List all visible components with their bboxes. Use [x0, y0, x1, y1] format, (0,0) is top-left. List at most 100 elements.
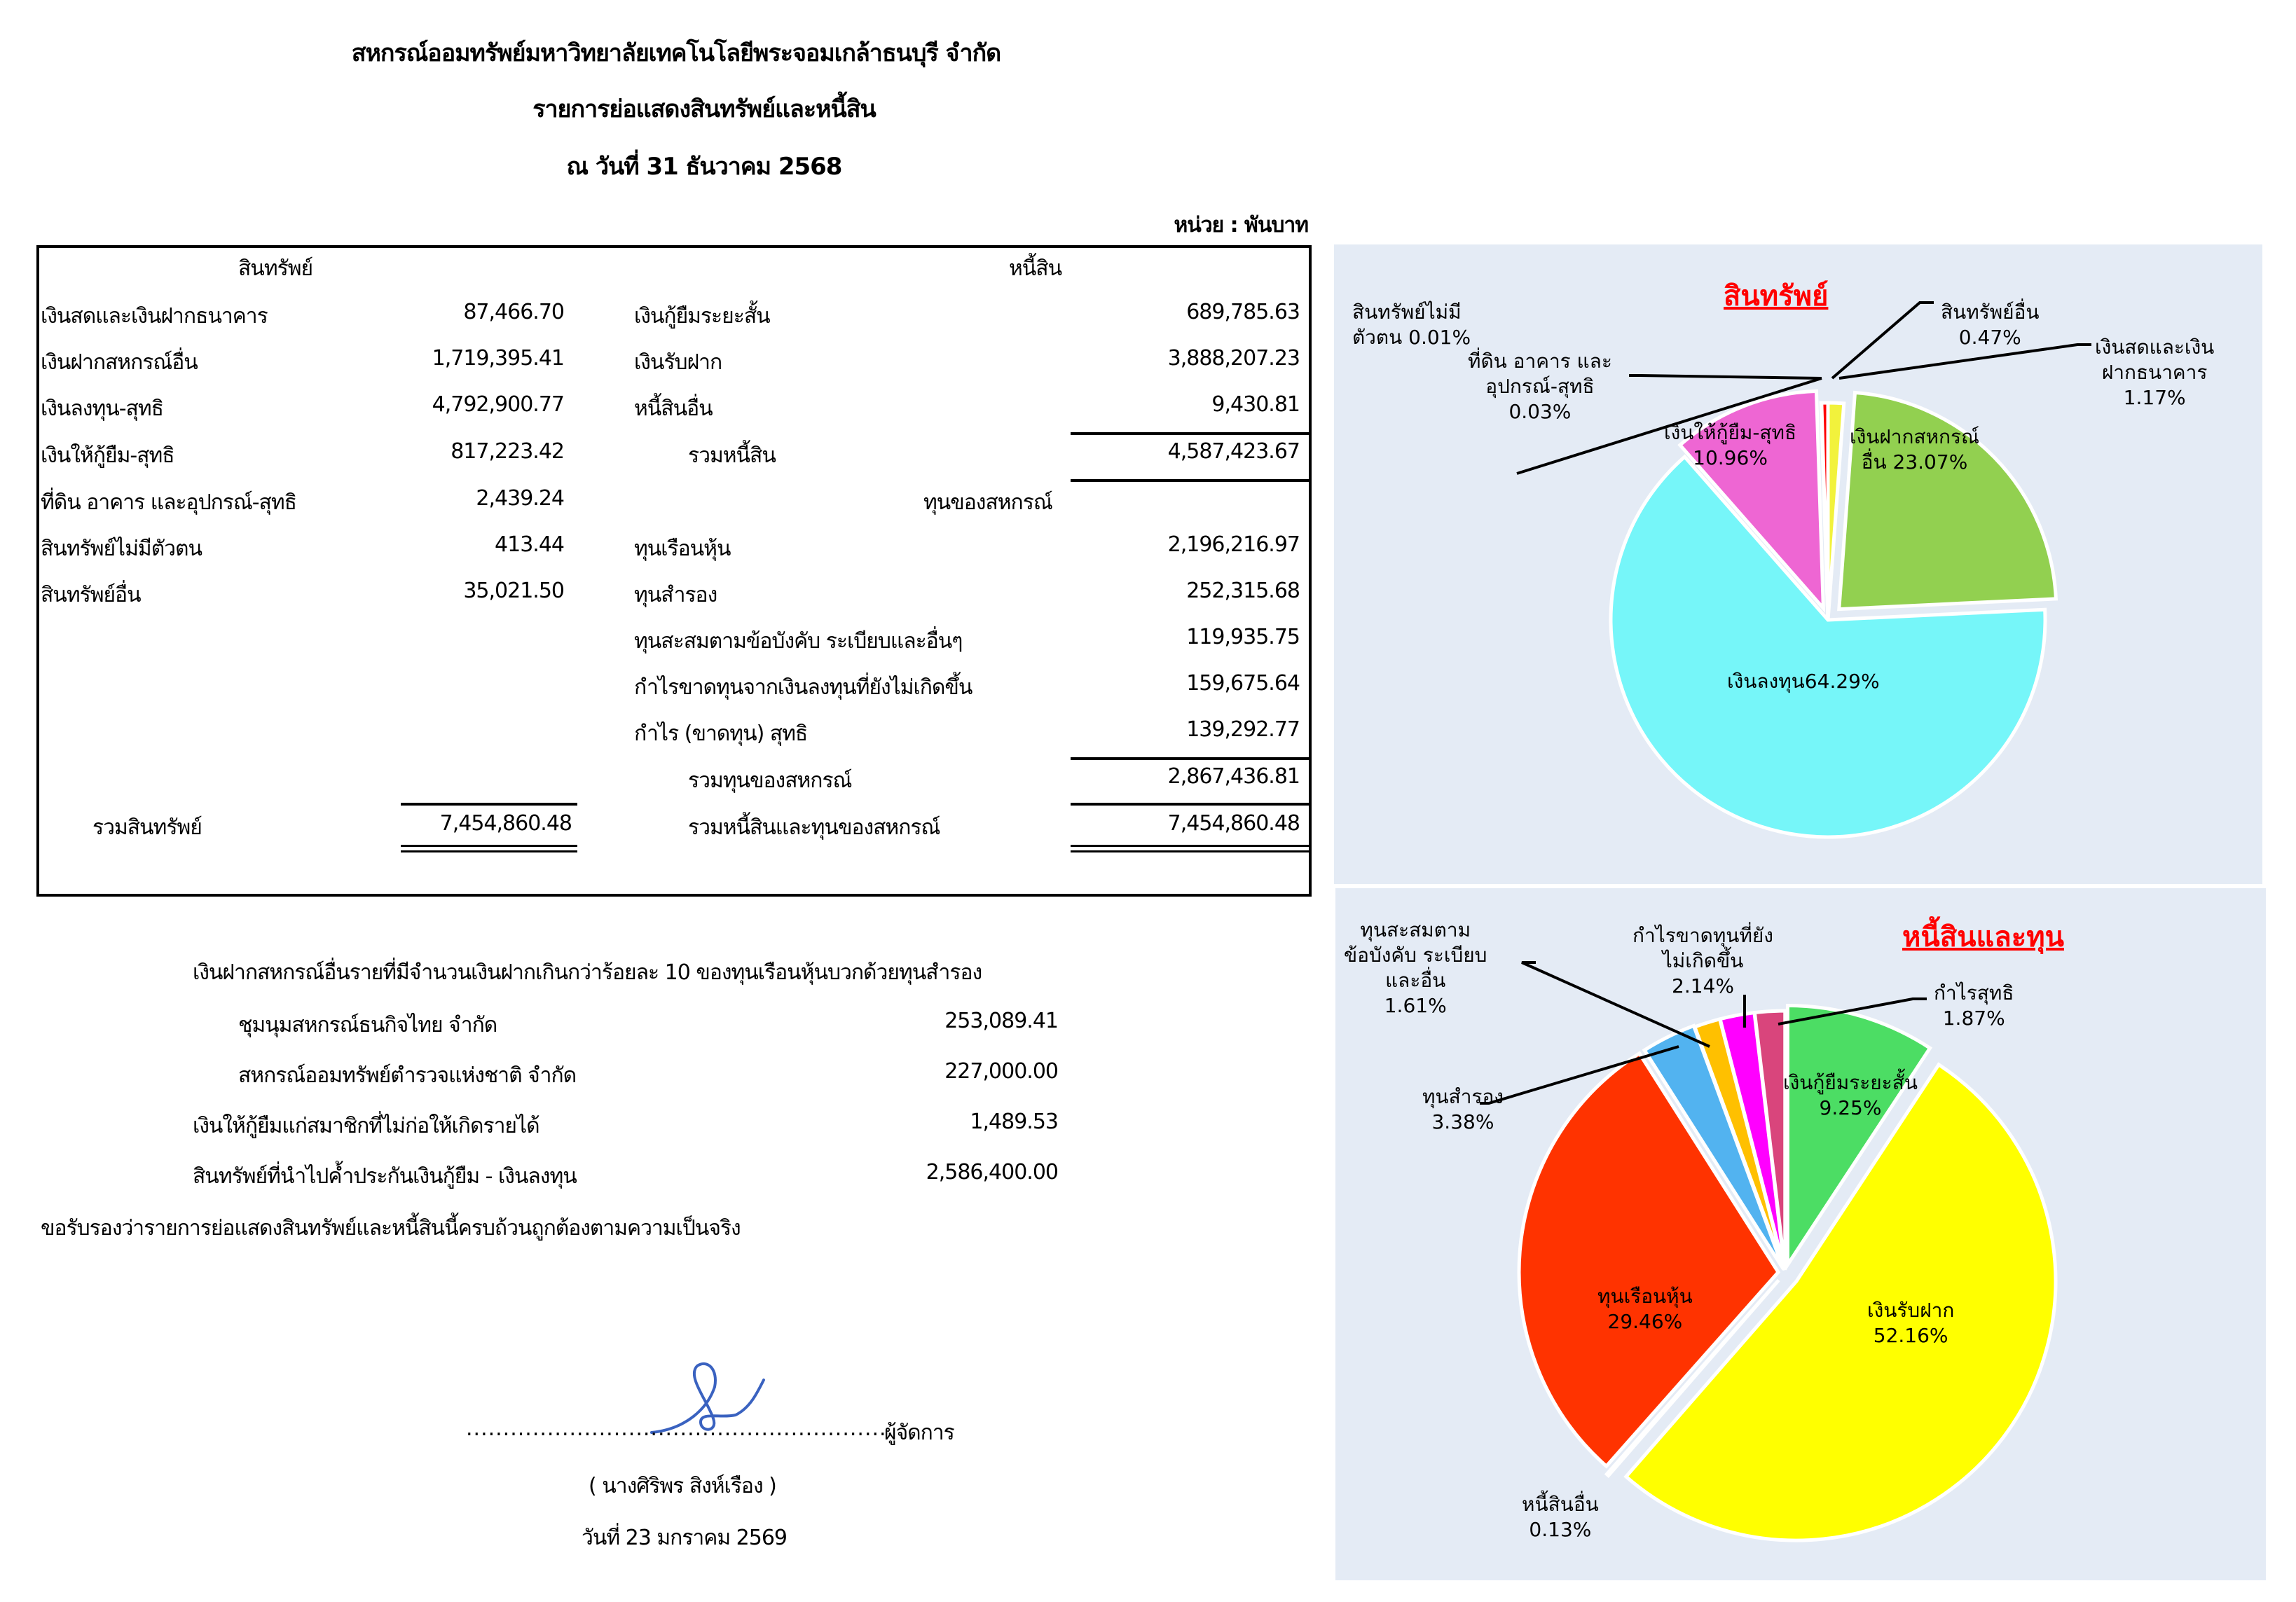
liability-value: 9,430.81 [1211, 392, 1300, 417]
equity-value: 252,315.68 [1186, 579, 1300, 603]
pie-label-cash: เงินสดและเงิน ฝากธนาคาร 1.17% [2095, 336, 2215, 409]
pie-label-intangible: สินทรัพย์ไม่มี ตัวตน 0.01% [1352, 301, 1471, 349]
pie-label-investments: เงินลงทุน64.29% [1727, 670, 1880, 693]
pie-label-share-capital: ทุนเรือนหุ้น 29.46% [1597, 1285, 1693, 1333]
pie-label-short-term-loans: เงินกู้ยืมระยะสั้น 9.25% [1783, 1071, 1918, 1119]
pie-label-reserve: ทุนสำรอง 3.38% [1422, 1085, 1504, 1133]
double-rule [401, 845, 577, 847]
pie-slice [1604, 1278, 1780, 1478]
pie-label-net-profit: กำไรสุทธิ 1.87% [1934, 981, 2014, 1030]
balance-sheet-table [36, 245, 1312, 897]
signer-name: ( นางศิริพร สิงห์เรือง ) [589, 1474, 777, 1498]
assets-chart-title: สินทรัพย์ [1724, 280, 1829, 312]
report-date: ณ วันที่ 31 ธันวาคม 2568 [566, 153, 843, 181]
subtotal-rule [1071, 432, 1312, 435]
signer-role: ผู้จัดการ [884, 1421, 955, 1445]
asset-label: เงินลงทุน-สุทธิ [41, 396, 164, 421]
pie-slice [1623, 1062, 2058, 1542]
double-rule [1071, 845, 1312, 847]
liability-value: 689,785.63 [1186, 300, 1300, 324]
pie-label-loans: เงินให้กู้ยืม-สุทธิ 10.96% [1664, 421, 1797, 469]
total-liabilities-label: รวมหนี้สิน [688, 443, 776, 468]
note-item-label: ชุมนุมสหกรณ์ธนกิจไทย จำกัด [238, 1013, 497, 1037]
certification-statement: ขอรับรองว่ารายการย่อแสดงสินทรัพย์และหนี้… [41, 1216, 741, 1241]
pie-slice [1609, 454, 2047, 839]
note-item-value: 227,000.00 [944, 1059, 1059, 1084]
equity-label: ทุนเรือนหุ้น [634, 537, 731, 561]
signature-date: วันที่ 23 มกราคม 2569 [582, 1526, 788, 1550]
report-title: รายการย่อแสดงสินทรัพย์และหนี้สิน [532, 95, 877, 123]
liability-label: เงินรับฝาก [634, 350, 722, 375]
total-assets-label: รวมสินทรัพย์ [92, 815, 202, 840]
asset-value: 2,439.24 [476, 486, 565, 511]
asset-value: 817,223.42 [451, 439, 565, 464]
asset-value: 35,021.50 [463, 579, 565, 603]
pie-slice [1677, 389, 1826, 614]
asset-label: เงินสดและเงินฝากธนาคาร [41, 304, 268, 329]
subtotal-rule [1071, 757, 1312, 760]
liabilities-column-header: หนี้สิน [1009, 256, 1062, 281]
pie-label-accumulated-reserve: ทุนสะสมตาม ข้อบังคับ ระเบียบ และอื่น 1.6… [1344, 918, 1487, 1017]
asset-label: สินทรัพย์ไม่มีตัวตน [41, 537, 202, 561]
equity-label: ทุนสำรอง [634, 583, 717, 607]
subtotal-rule [1071, 479, 1312, 482]
liabilities-equity-pie [1517, 1003, 2058, 1542]
signature-line: ........................................… [466, 1416, 895, 1441]
pie-label-unrealized-gain: กำไรขาดทุนที่ยัง ไม่เกิดขึ้น 2.14% [1632, 924, 1773, 997]
note-item-value: 253,089.41 [944, 1009, 1059, 1033]
pie-label-deposits-received: เงินรับฝาก 52.16% [1867, 1299, 1955, 1347]
pie-slice [1752, 1009, 1787, 1271]
total-liabilities-equity-value: 7,454,860.48 [1167, 811, 1300, 836]
equity-label: กำไรขาดทุนจากเงินลงทุนที่ยังไม่เกิดขึ้น [634, 675, 972, 700]
total-assets-value: 7,454,860.48 [439, 811, 572, 836]
note-item-label: สินทรัพย์ที่นำไปค้ำประกันเงินกู้ยืม - เง… [193, 1164, 577, 1189]
double-rule [401, 850, 577, 852]
deposits-note-heading: เงินฝากสหกรณ์อื่นรายที่มีจำนวนเงินฝากเกิ… [193, 960, 982, 985]
equity-label: กำไร (ขาดทุน) สุทธิ [634, 721, 808, 746]
pie-label-other-liabilities: หนี้สินอื่น 0.13% [1522, 1493, 1599, 1541]
pie-label-coop-deposits: เงินฝากสหกรณ์ อื่น 23.07% [1850, 425, 1979, 474]
note-item-value: 1,489.53 [970, 1110, 1059, 1134]
organization-name: สหกรณ์ออมทรัพย์มหาวิทยาลัยเทคโนโลยีพระจอ… [351, 39, 1001, 67]
assets-pie [1609, 389, 2058, 839]
signature-scribble [650, 1362, 765, 1434]
total-liabilities-value: 4,587,423.67 [1167, 439, 1300, 464]
total-liabilities-equity-label: รวมหนี้สินและทุนของสหกรณ์ [688, 815, 940, 840]
pie-slice [1517, 1051, 1781, 1469]
leader-lines [1480, 301, 2091, 1105]
double-rule [1071, 850, 1312, 852]
equity-column-header: ทุนของสหกรณ์ [923, 490, 1053, 515]
pie-slice [1785, 1003, 1933, 1271]
total-rule [401, 803, 577, 806]
equity-label: ทุนสะสมตามข้อบังคับ ระเบียบและอื่นๆ [634, 629, 963, 654]
total-equity-label: รวมทุนของสหกรณ์ [688, 768, 852, 793]
liability-label: เงินกู้ยืมระยะสั้น [634, 304, 771, 329]
note-item-label: เงินให้กู้ยืมแก่สมาชิกที่ไม่ก่อให้เกิดรา… [193, 1114, 540, 1138]
asset-value: 87,466.70 [463, 300, 565, 324]
equity-value: 139,292.77 [1186, 717, 1300, 742]
asset-value: 413.44 [495, 532, 565, 557]
note-item-label: สหกรณ์ออมทรัพย์ตำรวจแห่งชาติ จำกัด [238, 1063, 577, 1088]
pie-label-land: ที่ดิน อาคาร และ อุปกรณ์-สุทธิ 0.03% [1468, 350, 1612, 423]
asset-label: เงินฝากสหกรณ์อื่น [41, 350, 198, 375]
liabilities-chart-title: หนี้สินและทุน [1902, 921, 2064, 953]
equity-value: 159,675.64 [1186, 671, 1300, 696]
note-item-value: 2,586,400.00 [926, 1160, 1059, 1185]
liability-value: 3,888,207.23 [1167, 346, 1300, 371]
total-equity-value: 2,867,436.81 [1167, 764, 1300, 789]
asset-value: 1,719,395.41 [432, 346, 565, 371]
asset-label: สินทรัพย์อื่น [41, 583, 142, 607]
equity-value: 2,196,216.97 [1167, 532, 1300, 557]
assets-column-header: สินทรัพย์ [238, 256, 313, 281]
pie-label-other-assets: สินทรัพย์อื่น 0.47% [1941, 301, 2040, 349]
total-rule [1071, 803, 1312, 806]
asset-label: เงินให้กู้ยืม-สุทธิ [41, 443, 175, 468]
pie-slice [1820, 401, 1830, 621]
liability-label: หนี้สินอื่น [634, 396, 713, 421]
equity-value: 119,935.75 [1186, 625, 1300, 649]
pie-slice [1837, 390, 2058, 612]
unit-label: หน่วย : พันบาท [1174, 213, 1309, 237]
asset-label: ที่ดิน อาคาร และอุปกรณ์-สุทธิ [41, 490, 297, 515]
asset-value: 4,792,900.77 [432, 392, 565, 417]
